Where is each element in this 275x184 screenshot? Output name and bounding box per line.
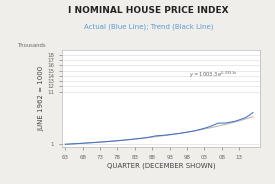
Y-axis label: JUNE 1962 = 1000: JUNE 1962 = 1000 bbox=[39, 66, 45, 131]
Text: Actual (Blue Line); Trend (Black Line): Actual (Blue Line); Trend (Black Line) bbox=[84, 23, 213, 29]
X-axis label: QUARTER (DECEMBER SHOWN): QUARTER (DECEMBER SHOWN) bbox=[107, 162, 215, 169]
Text: Thousands: Thousands bbox=[18, 43, 47, 47]
Text: $y = 1003.3e^{0.0333x}$: $y = 1003.3e^{0.0333x}$ bbox=[189, 70, 237, 80]
Text: I NOMINAL HOUSE PRICE INDEX: I NOMINAL HOUSE PRICE INDEX bbox=[68, 6, 229, 15]
